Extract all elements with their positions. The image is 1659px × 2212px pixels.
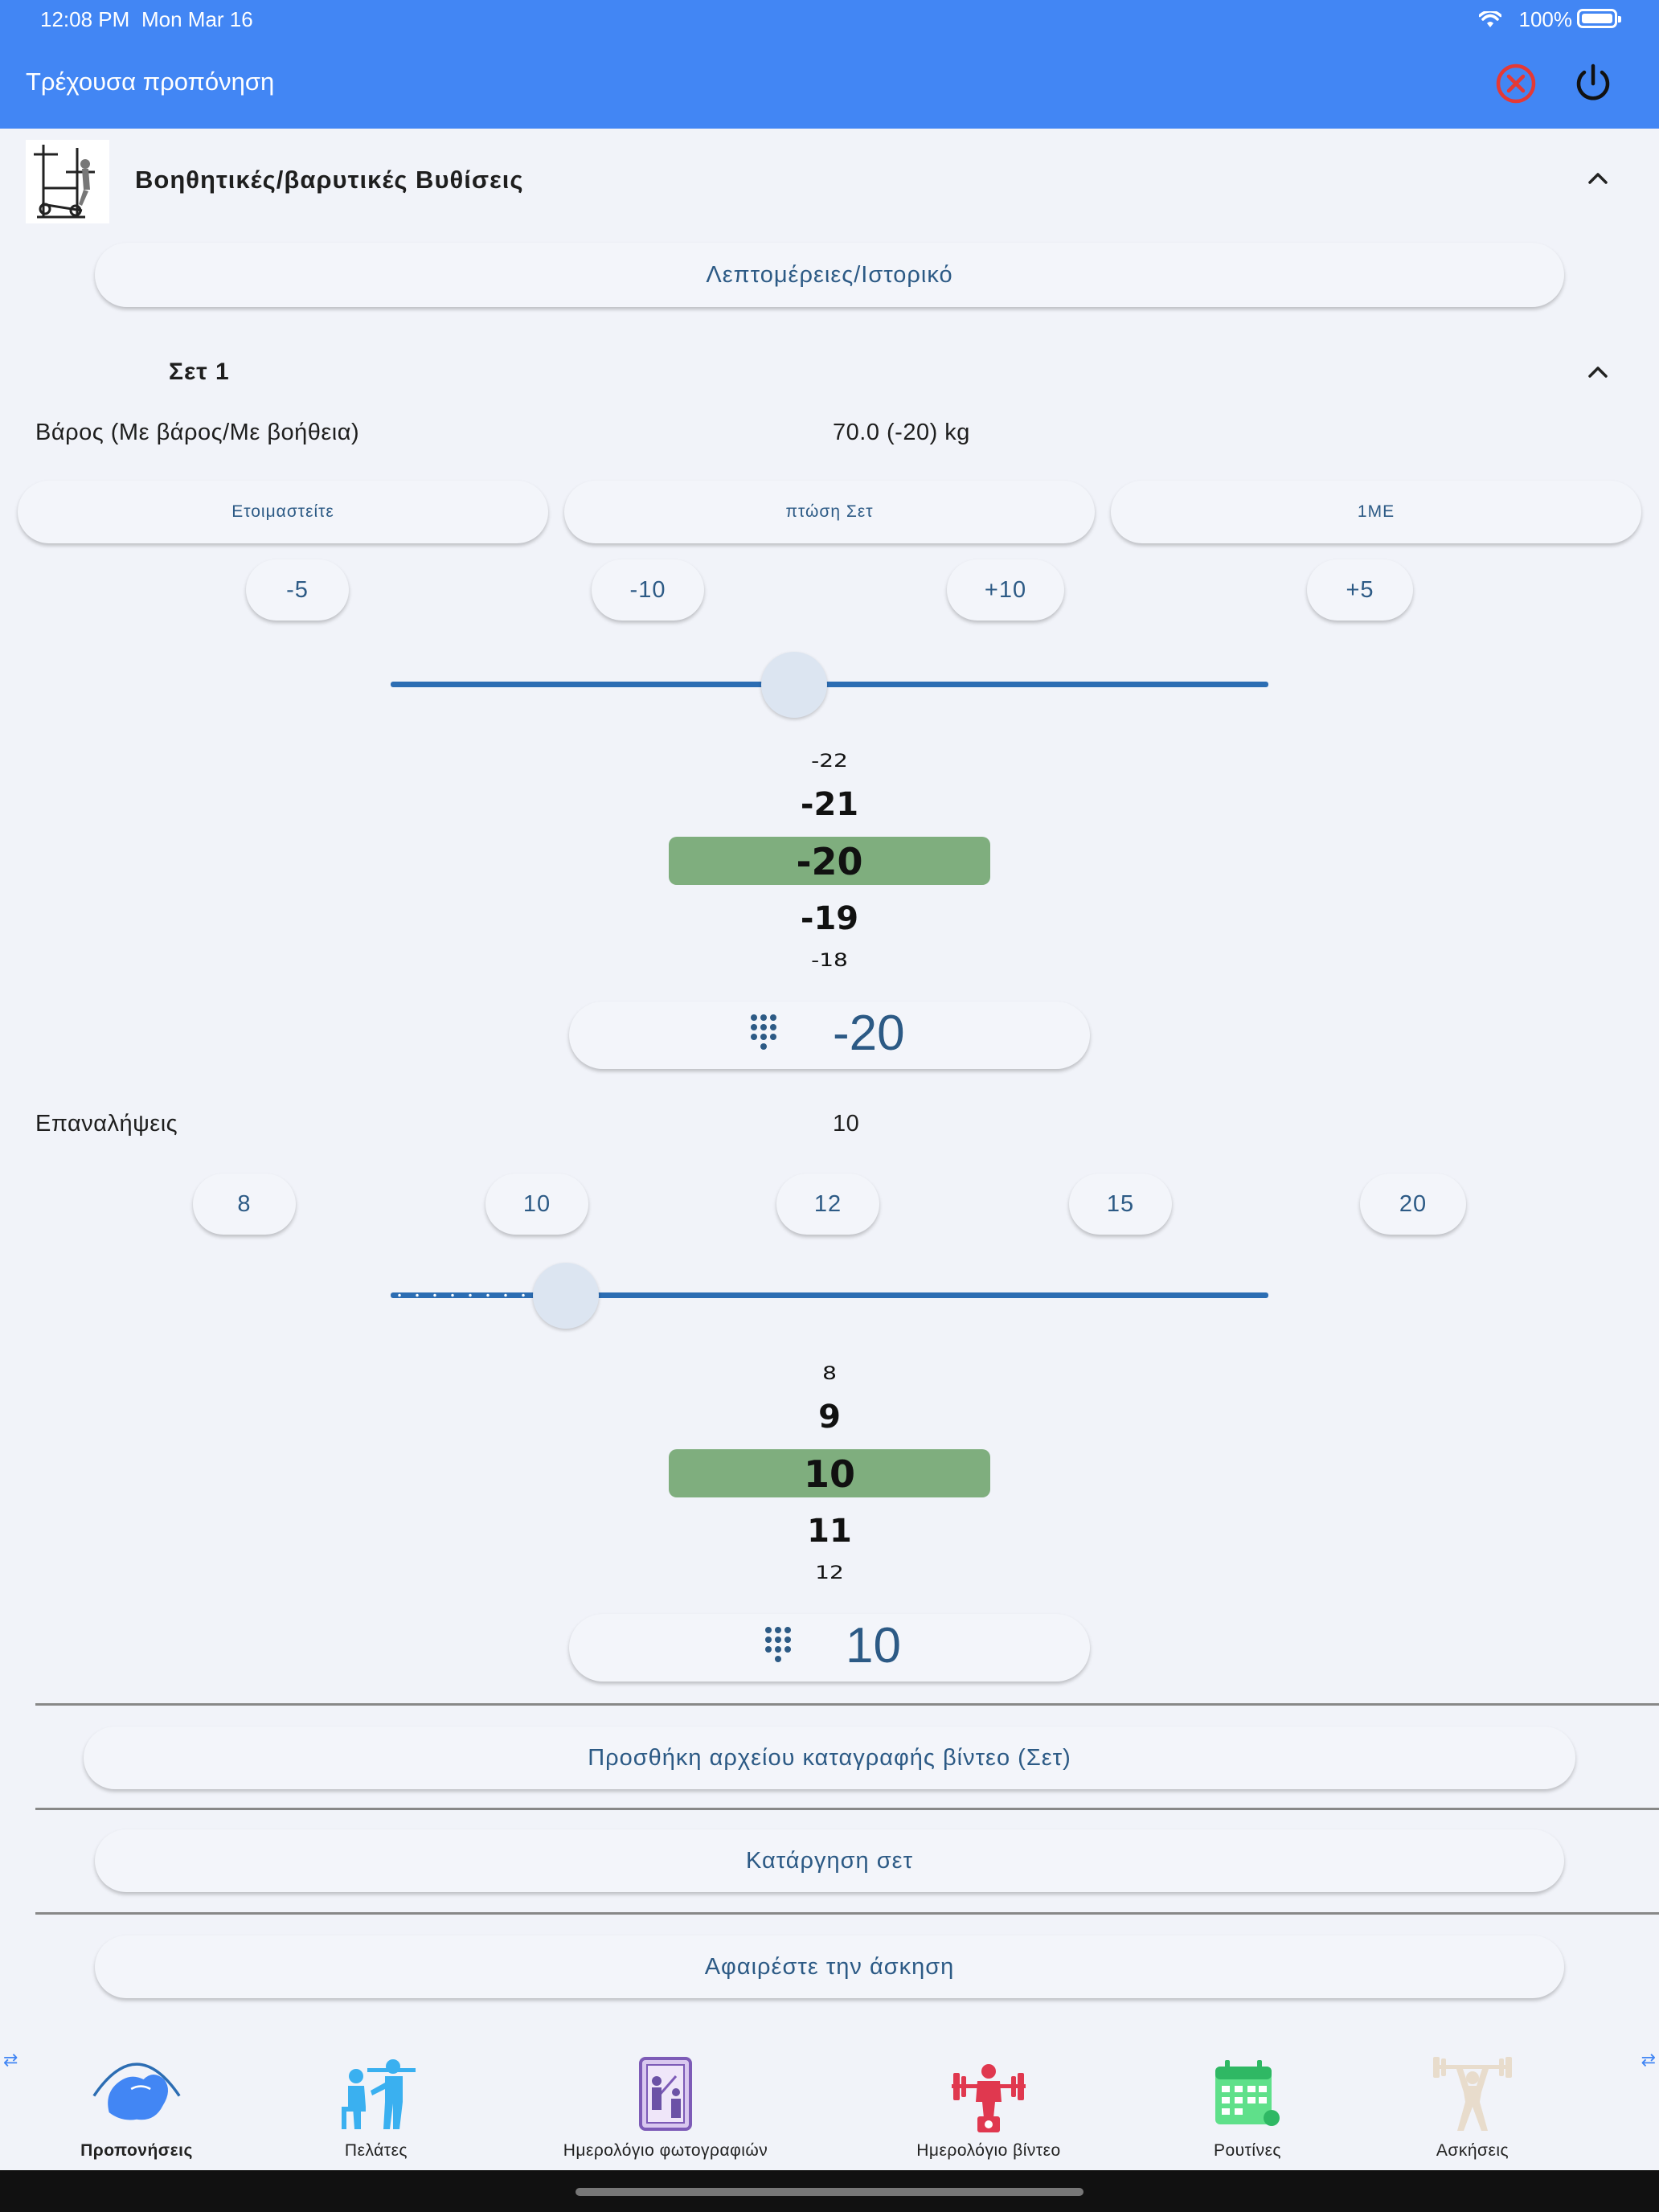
weight-wheel-item[interactable]: -19: [800, 900, 859, 937]
reps-value: 10: [833, 1111, 860, 1137]
reps-slider-thumb[interactable]: [533, 1263, 600, 1329]
reps-12-button[interactable]: 12: [776, 1174, 879, 1235]
weight-wheel-selected[interactable]: -20: [796, 840, 863, 883]
reps-wheel-selected[interactable]: 10: [803, 1452, 855, 1496]
weightlifter-video-icon: [940, 2050, 1037, 2138]
reps-slider-track: [391, 1292, 1268, 1298]
divider: [35, 1703, 1659, 1706]
home-indicator-bar: [0, 2170, 1659, 2212]
remove-set-button[interactable]: Κατάργηση σετ: [95, 1829, 1564, 1892]
nav-label: Ημερολόγιο βίντεο: [916, 2141, 1061, 2160]
power-icon: [1576, 63, 1610, 100]
weight-input-button[interactable]: -20: [569, 1002, 1090, 1069]
reps-15-button[interactable]: 15: [1069, 1174, 1172, 1235]
reps-label: Επαναλήψεις: [35, 1111, 178, 1137]
calendar-icon: [1199, 2050, 1296, 2138]
nav-label: Ημερολόγιο φωτογραφιών: [563, 2141, 768, 2160]
exercise-header[interactable]: Βοηθητικές/βαρυτικές Βυθίσεις: [0, 129, 1659, 228]
set-title: Σετ 1: [169, 358, 230, 385]
collapse-exercise-chevron[interactable]: [1582, 162, 1614, 195]
warmup-button[interactable]: Ετοιμαστείτε: [18, 481, 548, 543]
nav-clients[interactable]: Πελάτες: [296, 2042, 457, 2170]
wifi-icon: [1478, 10, 1502, 35]
swap-arrows-icon: ⇄: [3, 2050, 18, 2070]
reps-wheel-highlight: [669, 1449, 990, 1497]
nav-exercises[interactable]: Ασκήσεις: [1392, 2042, 1553, 2170]
chevron-up-icon: [1588, 173, 1608, 184]
close-circle-icon: [1496, 63, 1536, 104]
nav-label: Ασκήσεις: [1436, 2141, 1509, 2160]
divider: [35, 1808, 1659, 1810]
nav-video-log[interactable]: Ημερολόγιο βίντεο: [892, 2042, 1085, 2170]
cancel-workout-button[interactable]: [1493, 61, 1538, 106]
drop-set-button[interactable]: πτώση Σετ: [564, 481, 1095, 543]
collapse-set-chevron[interactable]: [1582, 356, 1614, 388]
bottom-navigation: ⇄ ⇄ Προπονήσεις Πελάτες: [0, 2042, 1659, 2170]
weight-slider-track: [391, 682, 1268, 687]
page-title: Τρέχουσα προπόνηση: [26, 68, 275, 96]
weight-plus-5-button[interactable]: +5: [1307, 559, 1413, 621]
reps-wheel-item[interactable]: 11: [807, 1513, 852, 1550]
app-bar: Τρέχουσα προπόνηση: [0, 39, 1659, 129]
flexed-arm-icon: [88, 2050, 185, 2138]
reps-input-button[interactable]: 10: [569, 1614, 1090, 1682]
add-video-log-button[interactable]: Προσθήκη αρχείου καταγραφής βίντεο (Σετ): [84, 1727, 1575, 1789]
weight-slider-thumb[interactable]: [761, 652, 828, 718]
reps-wheel-item[interactable]: 8: [822, 1362, 837, 1384]
reps-input-value: 10: [846, 1618, 901, 1673]
dialpad-icon: [765, 1627, 791, 1662]
reps-10-button[interactable]: 10: [485, 1174, 588, 1235]
nav-label: Ρουτίνες: [1213, 2141, 1282, 2160]
dialpad-icon: [751, 1014, 776, 1050]
weight-plus-10-button[interactable]: +10: [947, 559, 1064, 621]
reps-8-button[interactable]: 8: [193, 1174, 296, 1235]
power-button[interactable]: [1571, 61, 1616, 106]
status-time: 12:08 PM: [40, 7, 130, 31]
weight-wheel-highlight: [669, 837, 990, 885]
weight-wheel-item[interactable]: -22: [811, 750, 848, 772]
swap-arrows-icon: ⇄: [1641, 2050, 1656, 2070]
nav-label: Πελάτες: [344, 2141, 408, 2160]
weight-wheel-item[interactable]: -18: [811, 949, 848, 971]
nav-label: Προπονήσεις: [80, 2141, 193, 2160]
details-history-button[interactable]: Λεπτομέρειες/Ιστορικό: [95, 243, 1564, 307]
reps-wheel-item[interactable]: 9: [818, 1399, 841, 1436]
weight-input-value: -20: [833, 1006, 905, 1061]
reps-slider-ticks: [391, 1292, 539, 1298]
remove-exercise-button[interactable]: Αφαιρέστε την άσκηση: [95, 1936, 1564, 1998]
battery-icon: [1577, 9, 1621, 28]
one-rep-max-button[interactable]: 1ΜΕ: [1111, 481, 1641, 543]
nav-workouts[interactable]: Προπονήσεις: [56, 2042, 217, 2170]
exercise-thumbnail: [26, 140, 109, 223]
nav-routines[interactable]: Ρουτίνες: [1167, 2042, 1328, 2170]
weight-wheel-item[interactable]: -21: [800, 786, 859, 823]
status-date: Mon Mar 16: [141, 7, 253, 31]
dip-station-icon: [34, 145, 95, 219]
divider: [35, 1912, 1659, 1915]
weightlifter-icon: [1424, 2050, 1521, 2138]
reps-wheel-item[interactable]: 12: [815, 1562, 844, 1583]
photo-mirror-icon: [617, 2050, 714, 2138]
weight-minus-10-button[interactable]: -10: [592, 559, 704, 621]
weight-label: Βάρος (Με βάρος/Με βοήθεια): [35, 420, 360, 445]
chevron-up-icon: [1588, 367, 1608, 378]
nav-photo-log[interactable]: Ημερολόγιο φωτογραφιών: [529, 2042, 802, 2170]
trainer-client-icon: [328, 2050, 424, 2138]
status-bar: 12:08 PM Mon Mar 16 100%: [0, 0, 1659, 39]
battery-percent: 100%: [1518, 7, 1573, 31]
weight-minus-5-button[interactable]: -5: [246, 559, 349, 621]
exercise-name: Βοηθητικές/βαρυτικές Βυθίσεις: [135, 166, 524, 194]
reps-20-button[interactable]: 20: [1360, 1174, 1466, 1235]
home-indicator: [576, 2188, 1083, 2196]
weight-value: 70.0 (-20) kg: [833, 420, 970, 445]
